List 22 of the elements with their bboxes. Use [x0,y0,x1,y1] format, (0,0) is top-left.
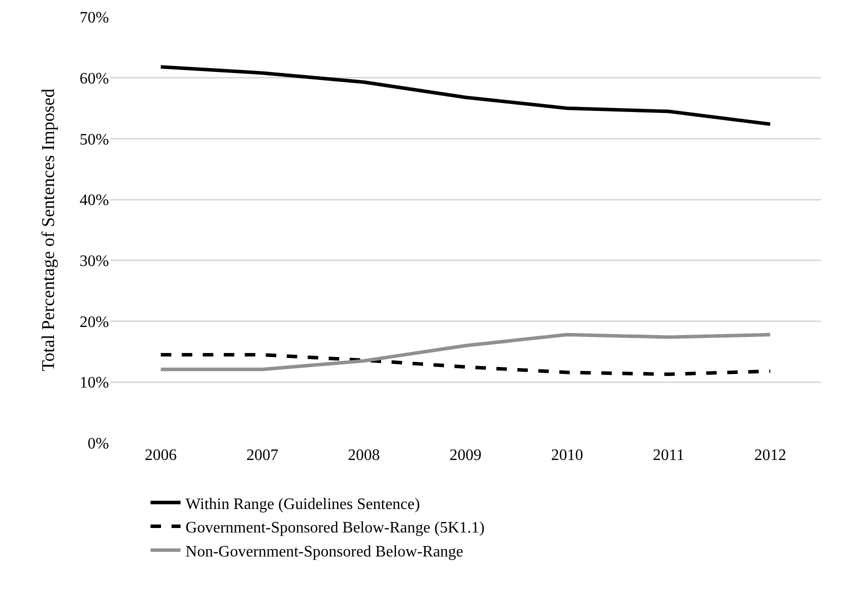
y-tick-label: 20% [80,314,109,331]
y-tick-label: 10% [80,374,109,392]
line-series [159,353,772,376]
legend-label: Non-Government-Sponsored Below-Range [186,543,464,560]
y-tick-label: 60% [80,70,109,88]
legend-label: Government-Sponsored Below-Range (5K1.1) [186,520,485,537]
line-series [159,65,772,126]
x-tick-label: 2007 [246,447,278,464]
x-tick-label: 2008 [348,447,380,464]
y-tick-label: 50% [80,131,109,148]
x-tick-label: 2010 [551,447,584,464]
x-tick-label: 2011 [652,447,684,464]
x-tick-label: 2012 [754,447,786,464]
y-tick-label: 40% [80,192,109,210]
y-tick-label: 0% [88,436,109,453]
y-tick-label: 30% [80,253,109,270]
y-axis-title: Total Percentage of Sentences Imposed [38,88,58,372]
y-tick-label: 70% [80,10,109,27]
line-series [159,332,772,372]
legend-label: Within Range (Guidelines Sentence) [186,496,420,513]
x-tick-label: 2006 [144,447,177,464]
x-tick-label: 2009 [450,447,482,464]
